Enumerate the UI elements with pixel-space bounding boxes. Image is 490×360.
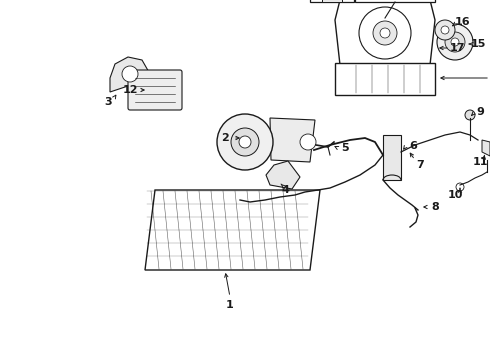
Text: 6: 6 [409, 141, 417, 151]
Text: 10: 10 [447, 190, 463, 200]
Polygon shape [270, 118, 315, 162]
Text: 11: 11 [472, 157, 488, 167]
Text: 8: 8 [431, 202, 439, 212]
Circle shape [380, 28, 390, 38]
Circle shape [373, 21, 397, 45]
Polygon shape [145, 190, 320, 270]
Circle shape [451, 38, 459, 46]
Polygon shape [482, 140, 490, 156]
Circle shape [359, 7, 411, 59]
Text: 2: 2 [221, 133, 229, 143]
Circle shape [441, 26, 449, 34]
Circle shape [217, 114, 273, 170]
Text: 5: 5 [341, 143, 349, 153]
Circle shape [445, 32, 465, 52]
Circle shape [456, 183, 464, 191]
Circle shape [231, 128, 259, 156]
FancyBboxPatch shape [310, 0, 354, 2]
Text: 4: 4 [281, 185, 289, 195]
Circle shape [435, 20, 455, 40]
Text: 17: 17 [449, 43, 465, 53]
Circle shape [300, 134, 316, 150]
Text: 1: 1 [226, 300, 234, 310]
Bar [322, 0, 342, 2]
Text: 12: 12 [122, 85, 138, 95]
Polygon shape [110, 57, 150, 92]
Text: 3: 3 [104, 97, 112, 107]
Circle shape [437, 24, 473, 60]
Polygon shape [266, 161, 300, 189]
Circle shape [465, 110, 475, 120]
FancyBboxPatch shape [128, 70, 182, 110]
Bar [383, 135, 401, 180]
Text: 7: 7 [416, 160, 424, 170]
FancyBboxPatch shape [355, 0, 435, 2]
Polygon shape [335, 63, 435, 95]
Polygon shape [335, 0, 435, 65]
Circle shape [122, 66, 138, 82]
Text: 15: 15 [470, 39, 486, 49]
Circle shape [239, 136, 251, 148]
Text: 9: 9 [476, 107, 484, 117]
Text: 16: 16 [454, 17, 470, 27]
